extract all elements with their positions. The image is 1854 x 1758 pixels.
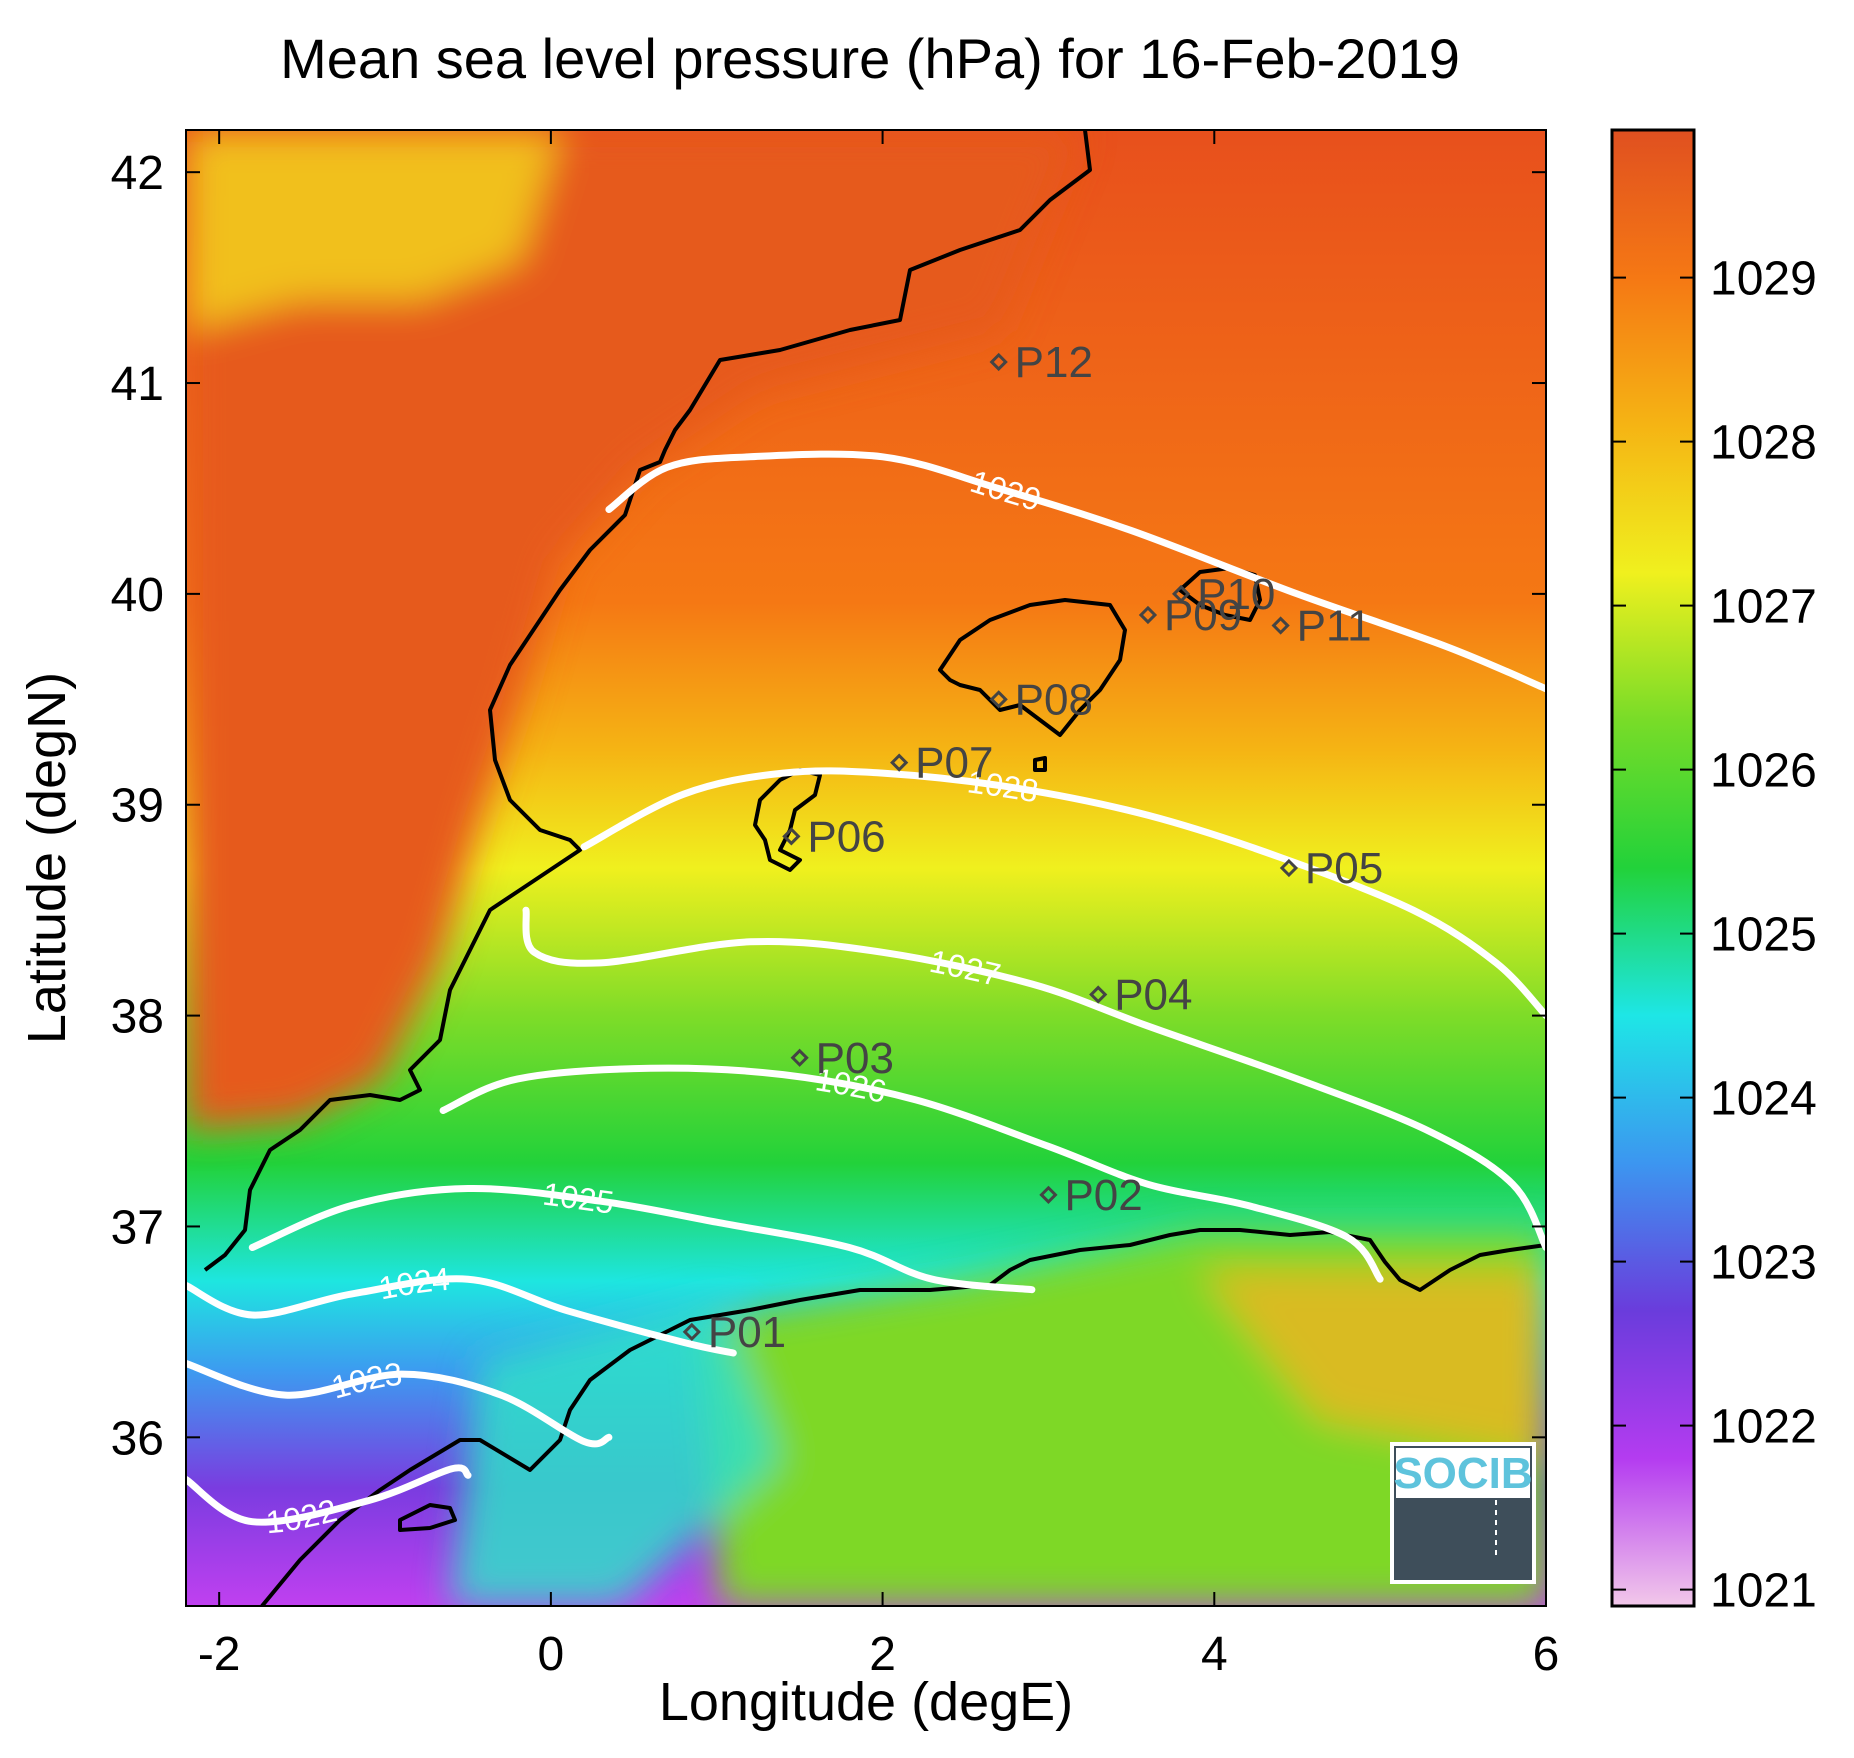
station-marker — [790, 1048, 809, 1067]
logo-box: SOCIB — [1390, 1442, 1536, 1584]
x-axis-label: Longitude (degE) — [659, 1672, 1073, 1732]
station-label: P02 — [1064, 1171, 1142, 1220]
y-tick-label: 39 — [111, 780, 164, 833]
coastline-cabrera — [1033, 756, 1047, 772]
station-marker — [1138, 605, 1158, 625]
colorbar-tick-label: 1027 — [1710, 581, 1817, 634]
contour-line-1024 — [186, 1275, 737, 1357]
station-marker — [1279, 858, 1299, 878]
station-marker — [682, 1322, 701, 1342]
station-label: P06 — [807, 812, 885, 861]
station-p05: P05 — [1279, 844, 1383, 893]
coastline-mallorca — [938, 598, 1127, 737]
colorbar-tick-label: 1021 — [1710, 1565, 1817, 1618]
x-tick-label: -2 — [198, 1628, 241, 1681]
land-iberia-north-yellow — [186, 130, 560, 330]
coastline-iberia — [203, 130, 1092, 1272]
station-marker — [890, 753, 909, 772]
station-p04: P04 — [1089, 971, 1192, 1020]
colorbar-fill — [1610, 128, 1696, 1608]
colorbar: 1021 1022 1023 1024 1025 1026 1027 1028 1029 — [1610, 128, 1817, 1618]
y-tick-label: 42 — [111, 147, 164, 200]
colorbar-tick-label: 1025 — [1710, 909, 1817, 962]
station-label: P04 — [1114, 971, 1192, 1020]
contour-line-1023 — [186, 1360, 613, 1448]
station-marker — [989, 352, 1008, 372]
colorbar-tick-label: 1029 — [1710, 253, 1817, 306]
colorbar-tick-label: 1026 — [1710, 745, 1817, 798]
station-label: P01 — [708, 1308, 786, 1357]
station-marker — [1039, 1185, 1058, 1204]
station-label: P12 — [1015, 338, 1093, 387]
plot-frame — [185, 129, 1547, 1607]
station-p10: P10 — [1171, 570, 1275, 619]
y-tick-label: 41 — [111, 358, 164, 411]
station-marker — [1089, 985, 1108, 1004]
contour-line-1022 — [186, 1464, 472, 1526]
colorbar-ticks: 1021 1022 1023 1024 1025 1026 1027 1028 1029 — [1612, 253, 1817, 1618]
station-marker — [1171, 584, 1191, 604]
station-p07: P07 — [890, 739, 993, 788]
x-tick-label: 4 — [1201, 1628, 1228, 1681]
land-africa-warm — [1200, 1270, 1546, 1460]
station-p06: P06 — [782, 812, 886, 861]
coastline-menorca — [1178, 566, 1262, 622]
contour-line-1028 — [580, 767, 1546, 1020]
station-label: P10 — [1197, 570, 1275, 619]
station-label: P08 — [1015, 675, 1093, 724]
x-tick-label: 2 — [869, 1628, 896, 1681]
station-p03: P03 — [790, 1034, 894, 1083]
colorbar-tick-label: 1023 — [1710, 1237, 1817, 1290]
station-p08: P08 — [989, 675, 1093, 724]
station-p09: P09 — [1138, 591, 1242, 640]
land-iberia-high-pressure — [186, 130, 1080, 1130]
station-label: P09 — [1164, 591, 1242, 640]
station-marker — [989, 690, 1008, 709]
x-tick-label: 6 — [1533, 1628, 1560, 1681]
colorbar-tick-label: 1028 — [1710, 417, 1817, 470]
x-tick-label: 0 — [538, 1628, 565, 1681]
station-p01: P01 — [682, 1308, 786, 1357]
y-tick-label: 37 — [111, 1201, 164, 1254]
station-marker — [1271, 616, 1290, 635]
contour-line-1027 — [522, 906, 1546, 1251]
y-axis-label: Latitude (degN) — [17, 672, 77, 1044]
figure-title: Mean sea level pressure (hPa) for 16-Feb… — [280, 27, 1460, 90]
y-axis: 36 37 38 39 40 41 42 — [111, 147, 1546, 1465]
coastline-alboran-island — [398, 1503, 457, 1532]
station-marker — [782, 827, 801, 846]
pressure-field-land-patches — [186, 130, 1546, 1606]
contour-line-1029 — [605, 450, 1546, 693]
station-label: P07 — [915, 739, 993, 788]
colorbar-tick-label: 1022 — [1710, 1401, 1817, 1454]
station-label: P11 — [1297, 602, 1372, 651]
station-label: P05 — [1305, 844, 1383, 893]
y-tick-label: 40 — [111, 569, 164, 622]
station-p12: P12 — [989, 338, 1093, 387]
colorbar-tick-label: 1024 — [1710, 1073, 1817, 1126]
station-label: P03 — [816, 1034, 894, 1083]
x-axis: -2 0 2 4 6 — [198, 130, 1560, 1681]
station-p11: P11 — [1271, 602, 1372, 651]
station-p02: P02 — [1039, 1171, 1143, 1220]
land-africa-west-cyan — [450, 1300, 780, 1606]
y-tick-label: 38 — [111, 991, 164, 1044]
logo-text: SOCIB — [1393, 1449, 1532, 1498]
contour-line-1026 — [439, 1064, 1384, 1283]
y-tick-label: 36 — [111, 1412, 164, 1465]
contour-line-1025 — [248, 1184, 1036, 1294]
